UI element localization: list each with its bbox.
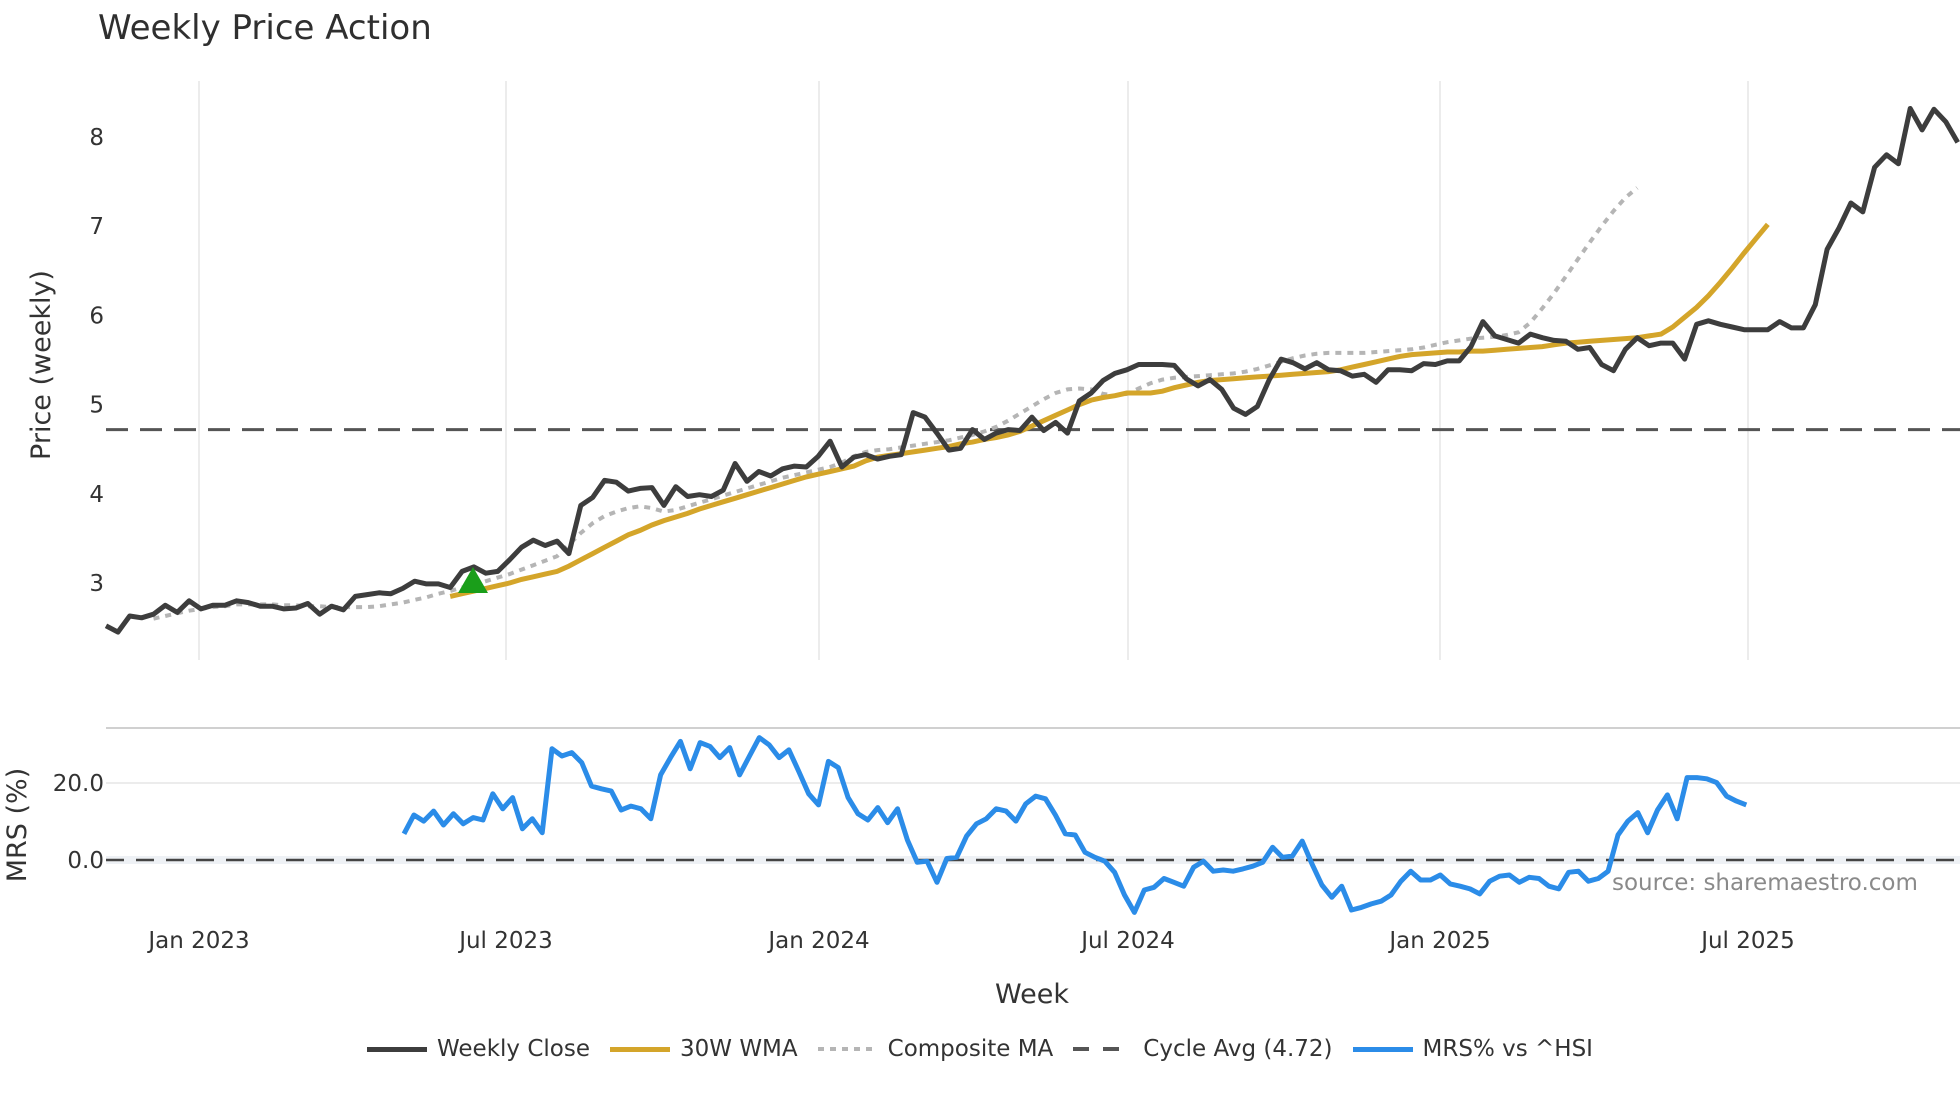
legend-swatch-icon (610, 1046, 670, 1052)
legend-swatch-icon (1352, 1046, 1413, 1052)
chart-title: Weekly Price Action (98, 8, 432, 48)
y-tick-label: 0.0 (67, 848, 104, 874)
legend-label: MRS% vs ^HSI (1422, 1036, 1593, 1062)
mrs-zero-band (106, 856, 1960, 864)
y-tick-label: 5 (89, 393, 104, 419)
x-axis-label: Week (995, 979, 1069, 1010)
legend-item: Cycle Avg (4.72) (1073, 1036, 1333, 1062)
x-axis-ticks: Jan 2023 Jul 2023 Jan 2024 Jul 2024 Jan 2025… (146, 928, 1794, 954)
x-tick-label: Jul 2024 (1079, 928, 1175, 954)
x-tick-label: Jan 2024 (766, 928, 869, 954)
price-vertical-gridlines (198, 81, 1749, 660)
price-y-axis-ticks: 3 4 5 6 7 8 (89, 125, 104, 597)
legend-swatch-icon (817, 1047, 878, 1051)
composite-ma-line (153, 186, 1639, 621)
weekly-close-line (104, 106, 1960, 635)
price-y-axis-label: Price (weekly) (26, 270, 57, 460)
legend-item: MRS% vs ^HSI (1352, 1036, 1593, 1062)
y-tick-label: 7 (89, 214, 104, 240)
legend-label: Weekly Close (437, 1036, 590, 1062)
legend-item: 30W WMA (610, 1036, 798, 1062)
y-tick-label: 6 (89, 303, 104, 329)
legend-item: Composite MA (817, 1036, 1054, 1062)
y-tick-label: 4 (89, 482, 104, 508)
y-tick-label: 3 (89, 571, 104, 597)
legend-swatch-icon (367, 1046, 428, 1052)
source-watermark: source: sharemaestro.com (1612, 870, 1918, 896)
mrs-y-axis-label: MRS (%) (2, 768, 33, 883)
wma-30w-line (449, 222, 1770, 599)
mrs-y-axis-ticks: 0.0 20.0 (53, 771, 104, 874)
y-tick-label: 20.0 (53, 771, 104, 797)
buy-signal-triangle-icon (458, 567, 488, 593)
legend: Weekly Close 30W WMA Composite MA Cycle Avg… (0, 1036, 1960, 1062)
mrs-line (401, 735, 1748, 915)
x-tick-label: Jan 2025 (1387, 928, 1490, 954)
x-tick-label: Jul 2023 (457, 928, 553, 954)
legend-item: Weekly Close (367, 1036, 590, 1062)
x-tick-label: Jul 2025 (1699, 928, 1795, 954)
legend-swatch-icon (1073, 1047, 1134, 1051)
x-tick-label: Jan 2023 (146, 928, 249, 954)
legend-label: Cycle Avg (4.72) (1143, 1036, 1333, 1062)
legend-label: Composite MA (887, 1036, 1054, 1062)
legend-label: 30W WMA (680, 1036, 798, 1062)
y-tick-label: 8 (89, 125, 104, 151)
